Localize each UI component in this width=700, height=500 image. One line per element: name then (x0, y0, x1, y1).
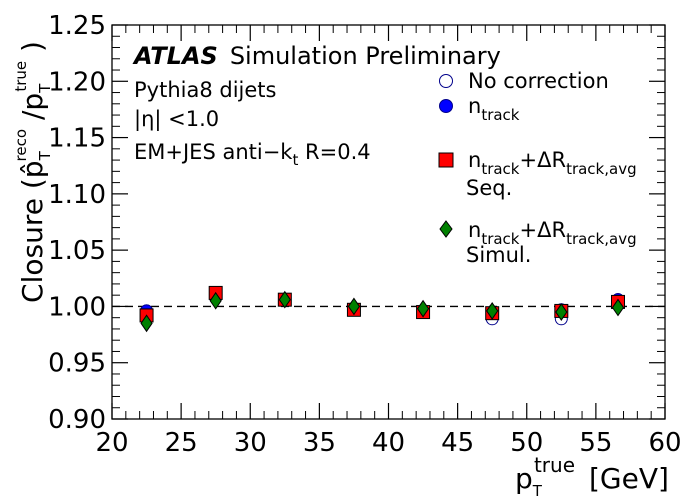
point-diamond (555, 303, 568, 321)
y-tick-label: 1.10 (48, 180, 106, 210)
y-tick-label: 1.05 (48, 236, 106, 266)
point-diamond (347, 297, 361, 316)
legend-2-sub2: track,avg (566, 160, 637, 178)
annotation-eta: |η| <1.0 (134, 107, 219, 132)
x-tick-label: 40 (372, 428, 405, 458)
legend-label-seq: ntrack+ΔRtrack,avg (468, 148, 637, 178)
legend-label-seq-line2: Seq. (466, 176, 512, 200)
x-axis-title-sup: true (534, 453, 575, 477)
y-tick-label: 1.00 (48, 292, 106, 322)
legend-marker-seq (438, 152, 454, 168)
x-axis-title: pTtrue [GeV] (515, 453, 669, 500)
legend-3-tail: +ΔR (520, 218, 567, 242)
legend-marker-ntrack (439, 99, 453, 113)
x-tick-label: 20 (95, 428, 128, 458)
point-diamond (486, 302, 499, 320)
atlas-label-sub: Simulation Preliminary (230, 42, 501, 70)
annotation-jet-sub: t (292, 151, 298, 169)
x-axis-title-sub: T (532, 482, 543, 500)
y-tick-label: 0.95 (48, 349, 106, 379)
legend-2-main: n (468, 148, 481, 172)
legend-3-sub2: track,avg (566, 230, 637, 248)
y-axis-title-phat: p̂ (16, 160, 49, 178)
legend-marker-no-correction (439, 74, 453, 88)
x-tick-label: 25 (165, 428, 198, 458)
point-diamond (140, 314, 153, 333)
y-axis-title-mid: /p (16, 93, 49, 129)
x-axis-title-unit: [GeV] (589, 462, 669, 495)
x-tick-label: 30 (234, 428, 267, 458)
legend-3-main: n (468, 218, 481, 242)
x-tick-label: 55 (579, 428, 612, 458)
y-tick-label: 1.15 (48, 124, 106, 154)
y-axis-title-sub: T (36, 150, 54, 161)
point-diamond (611, 298, 625, 317)
legend-3-sub: track (481, 230, 519, 248)
point-diamond (278, 290, 291, 309)
x-tick-label: 50 (510, 428, 543, 458)
legend: No correction ntrack ntrack+ΔRtrack,avg … (438, 69, 637, 267)
x-tick-label: 45 (441, 428, 474, 458)
points-layer (139, 285, 625, 333)
y-tick-label: 1.25 (48, 11, 106, 41)
legend-label-simul-line2: Simul. (466, 243, 531, 267)
y-axis-title-main: Closure ( (16, 178, 49, 303)
legend-1-sub: track (481, 106, 519, 124)
legend-label-no-correction: No correction (468, 69, 609, 93)
y-axis-title-close: ) (16, 41, 49, 61)
legend-2-tail: +ΔR (520, 148, 567, 172)
x-tick-label: 35 (303, 428, 336, 458)
annotation-jet-main: EM+JES anti−k (134, 140, 293, 164)
legend-2-sub: track (481, 160, 519, 178)
y-axis-title-sub2: T (36, 83, 54, 94)
annotation-jet-tail: R=0.4 (298, 140, 370, 164)
legend-1-main: n (468, 94, 481, 118)
point-diamond (209, 291, 222, 310)
legend-label-ntrack: ntrack (468, 94, 520, 124)
y-axis-title: Closure (p̂Treco /pTtrue ) (12, 41, 54, 303)
y-tick-label: 1.20 (48, 67, 106, 97)
y-tick-label: 0.90 (48, 405, 106, 435)
y-axis-title-sup: reco (12, 129, 30, 162)
x-tick-label: 60 (648, 428, 681, 458)
legend-0-main: No correction (468, 69, 609, 93)
annotation-jet: EM+JES anti−kt R=0.4 (134, 140, 371, 169)
ticks-layer: 20 25 30 35 40 45 50 55 60 0.90 0.95 1.00 1.05 1.10 1.… (48, 11, 681, 458)
point-diamond (416, 299, 430, 318)
annotation-sample: Pythia8 dijets (134, 78, 276, 102)
legend-label-simul: ntrack+ΔRtrack,avg (468, 218, 637, 248)
atlas-label: ATLAS Simulation Preliminary (132, 42, 501, 70)
legend-marker-simul (439, 220, 453, 238)
atlas-label-bold: ATLAS (132, 42, 218, 70)
y-axis-title-sup2: true (12, 61, 30, 92)
x-axis-title-main: p (515, 462, 533, 495)
